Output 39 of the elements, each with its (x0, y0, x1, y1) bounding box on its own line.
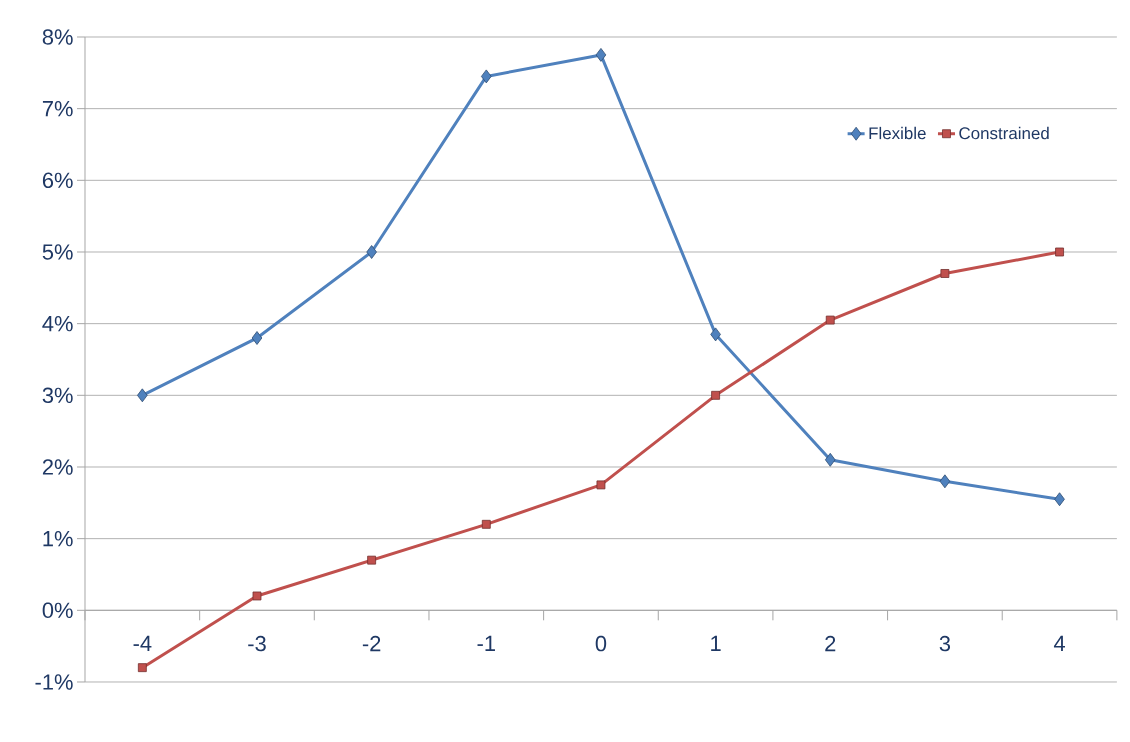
y-tick-label: 2% (42, 459, 73, 475)
x-tick-label: 0 (595, 635, 607, 652)
y-tick-label: 3% (42, 387, 73, 404)
x-tick-label: 1 (711, 635, 721, 651)
point (137, 663, 147, 673)
point (940, 269, 950, 278)
y-tick-label: 6% (42, 172, 73, 189)
point (595, 48, 607, 62)
x-tick-label: 2 (825, 635, 836, 652)
point (367, 555, 377, 565)
x-tick-label: 4 (1053, 635, 1066, 651)
x-tick-label: -4 (133, 635, 152, 651)
y-tick-label: 8% (42, 29, 73, 45)
legend-label: Flexible (869, 126, 926, 140)
point (1054, 492, 1065, 507)
y-tick-label: 5% (42, 244, 73, 260)
point (137, 388, 148, 403)
point (481, 69, 492, 84)
point (252, 591, 262, 601)
y-tick-label: 7% (42, 100, 73, 117)
point (481, 519, 491, 529)
point (251, 331, 263, 345)
point (596, 480, 606, 490)
y-tick-label: 1% (43, 530, 73, 547)
x-tick-label: -2 (362, 635, 381, 652)
x-tick-label: 3 (939, 635, 951, 652)
x-tick-label: -3 (248, 635, 266, 652)
y-tick-label: 4% (42, 315, 73, 332)
point (710, 327, 721, 342)
point (366, 245, 377, 259)
point (711, 390, 720, 400)
legend-label: Constrained (959, 126, 1049, 140)
y-tick-label: -1% (35, 674, 73, 690)
point (825, 315, 835, 325)
y-tick-label: 0% (42, 602, 73, 619)
point (1055, 247, 1064, 257)
x-tick-label: -1 (477, 635, 495, 651)
point (824, 452, 836, 467)
point (939, 474, 951, 489)
